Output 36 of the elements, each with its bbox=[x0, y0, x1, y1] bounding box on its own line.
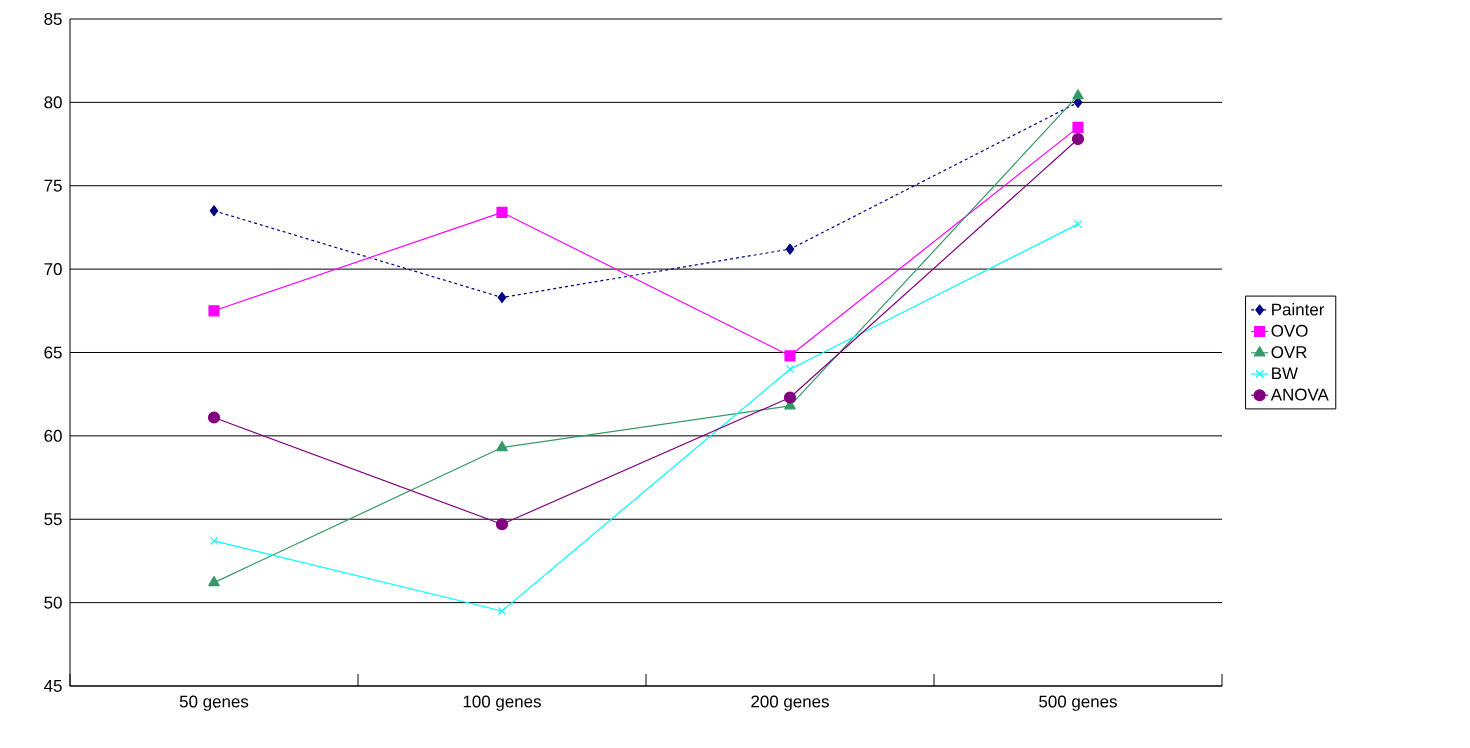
point bbox=[208, 576, 220, 587]
point bbox=[1071, 132, 1085, 146]
point bbox=[209, 205, 219, 217]
point bbox=[208, 305, 220, 317]
x-tick-label: 200 genes bbox=[751, 695, 829, 711]
point bbox=[1072, 121, 1084, 133]
point bbox=[496, 206, 508, 219]
x-tick-label: 50 genes bbox=[179, 695, 249, 711]
legend-label: OVR bbox=[1271, 346, 1307, 359]
point bbox=[207, 411, 221, 424]
legend-label: ANOVA bbox=[1270, 388, 1329, 401]
y-tick-label: 75 bbox=[44, 179, 62, 192]
point bbox=[496, 440, 508, 452]
point bbox=[495, 518, 509, 531]
point bbox=[785, 243, 795, 255]
point bbox=[497, 291, 507, 304]
point bbox=[785, 365, 795, 374]
x-tick-label: 100 genes bbox=[463, 695, 541, 711]
x-tick-label: 500 genes bbox=[1039, 695, 1117, 711]
y-tick-label: 65 bbox=[44, 346, 62, 359]
y-tick-label: 80 bbox=[44, 96, 62, 109]
point bbox=[1073, 219, 1083, 229]
point bbox=[784, 350, 796, 362]
legend-label: BW bbox=[1272, 367, 1298, 380]
y-tick-label: 60 bbox=[44, 429, 62, 442]
point bbox=[497, 606, 507, 616]
point bbox=[209, 536, 219, 546]
point bbox=[1072, 89, 1084, 100]
legend-label: Painter bbox=[1272, 303, 1325, 316]
legend-label: OVO bbox=[1271, 324, 1308, 337]
y-tick-label: 45 bbox=[44, 680, 62, 692]
point bbox=[783, 391, 797, 404]
y-tick-label: 50 bbox=[44, 596, 62, 609]
y-tick-label: 55 bbox=[44, 513, 62, 526]
y-tick-label: 85 bbox=[44, 12, 62, 25]
y-tick-label: 70 bbox=[44, 263, 62, 276]
